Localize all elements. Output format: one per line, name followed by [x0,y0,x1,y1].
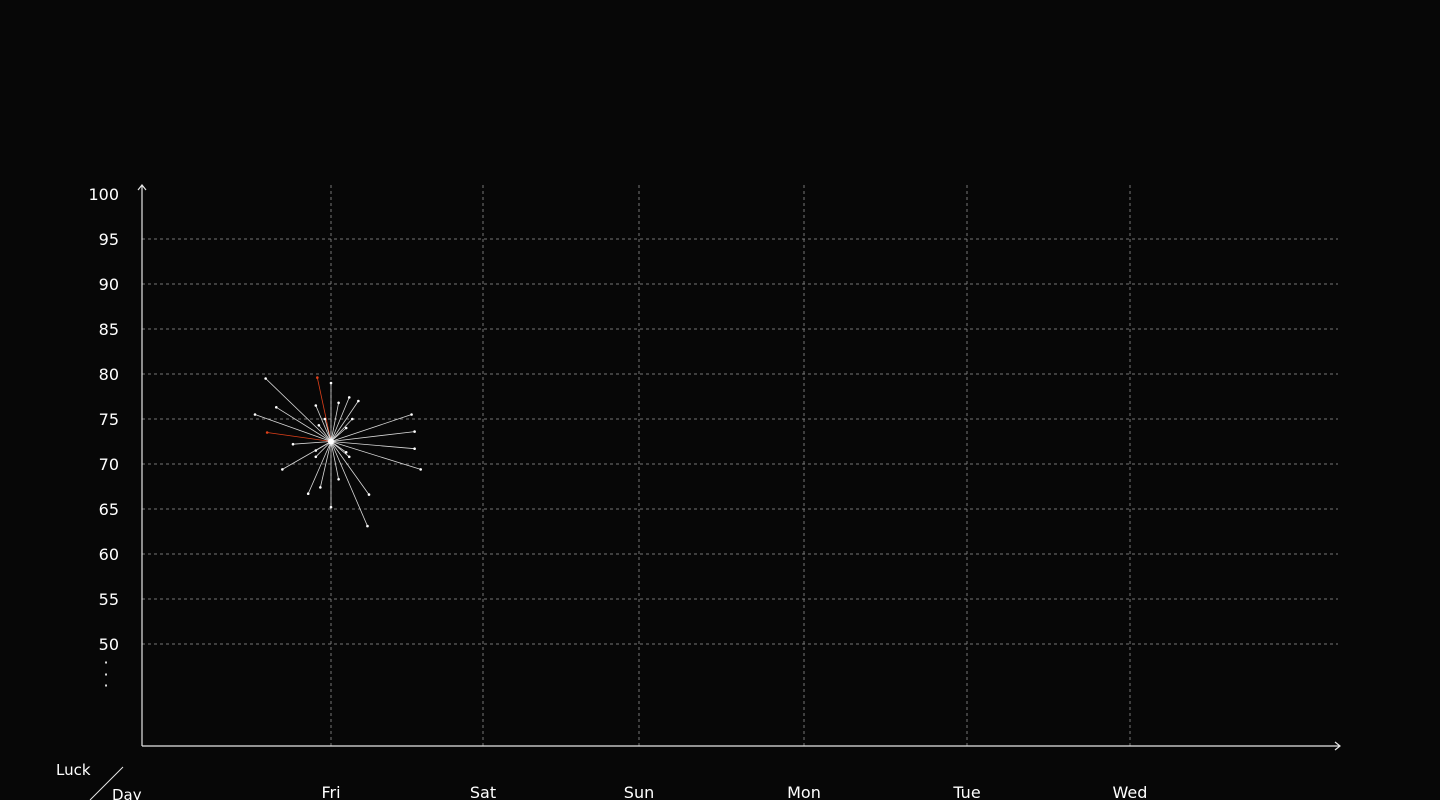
data-point-3 [329,381,333,385]
y-ellipsis-dot-1: · [103,653,108,672]
data-point-26 [319,486,322,489]
ray-11 [324,418,332,442]
axes [137,184,1341,751]
data-point-24 [419,468,422,471]
ray-18 [330,441,415,450]
ray-4 [276,406,332,442]
data-point-20 [344,451,348,454]
y-axis-ellipsis: ··· [103,653,108,695]
x-tick-label-tue: Tue [952,783,980,800]
data-point-4 [274,406,278,409]
y-tick-labels: 50 55 60 65 70 75 80 85 90 95 100 [88,185,119,654]
data-point-12 [350,417,354,421]
x-tick-label-sun: Sun [624,783,654,800]
x-axis-title: Day [112,786,142,800]
y-tick-label-50: 50 [99,635,119,654]
data-point-22 [347,455,351,459]
y-tick-label-75: 75 [99,410,119,429]
data-point-6 [337,401,340,405]
y-ellipsis-dot-2: · [103,665,108,684]
ray-25 [330,441,339,480]
data-point-13 [317,424,321,427]
ray-2 [316,377,332,442]
x-axis-arrow [1334,741,1341,751]
y-tick-label-80: 80 [99,365,119,384]
ray-24 [330,441,421,470]
ray-1 [265,378,332,442]
ray-8 [330,400,359,442]
y-axis-title: Luck [56,761,91,779]
y-ellipsis-dot-3: · [103,676,108,695]
data-point-25 [337,478,340,481]
ray-6 [330,402,339,442]
ray-7 [330,397,350,442]
data-point-5 [314,404,318,407]
y-tick-label-55: 55 [99,590,119,609]
ray-28 [330,441,370,495]
center-point [328,438,334,445]
data-point-19 [314,449,318,452]
y-tick-label-60: 60 [99,545,119,564]
x-tick-label-sat: Sat [470,783,496,800]
ray-23 [282,441,332,470]
data-point-18 [413,447,416,451]
data-point-21 [314,455,318,459]
data-point-30 [366,524,369,528]
ray-13 [318,425,332,442]
ray-30 [330,441,368,527]
ray-14 [330,427,347,442]
corner-divider [89,766,124,800]
y-axis-arrow [137,184,147,191]
ray-27 [307,441,332,494]
x-tick-label-fri: Fri [321,783,340,800]
y-tick-label-90: 90 [99,275,119,294]
ray-12 [330,418,353,442]
axis-corner: Luck Day [56,761,142,800]
y-tick-label-95: 95 [99,230,119,249]
ray-10 [330,414,412,442]
data-point-2 [316,376,319,379]
x-tick-label-wed: Wed [1113,783,1148,800]
ray-5 [315,405,332,442]
data-point-10 [410,413,413,416]
data-point-28 [367,493,371,496]
ray-16 [330,431,415,442]
data-point-17 [291,442,295,446]
data-points [253,376,422,528]
data-point-15 [265,431,269,434]
x-tick-labels: Fri Sat Sun Mon Tue Wed [321,783,1147,800]
y-tick-label-65: 65 [99,500,119,519]
data-point-29 [329,505,333,509]
data-point-11 [323,417,327,421]
ray-26 [319,441,332,488]
data-point-7 [347,396,351,399]
ray-22 [330,441,350,458]
data-point-1 [264,377,267,380]
ray-21 [315,441,332,458]
ray-17 [292,441,332,445]
x-tick-label-mon: Mon [787,783,821,800]
grid [142,185,1338,746]
data-point-8 [357,399,360,403]
ray-9 [254,414,332,442]
data-point-27 [306,492,310,496]
y-tick-label-85: 85 [99,320,119,339]
data-point-23 [281,468,284,471]
data-point-9 [253,413,257,416]
data-rays [254,377,421,527]
y-tick-label-70: 70 [99,455,119,474]
ray-15 [267,432,332,442]
y-tick-label-100: 100 [88,185,119,204]
data-point-14 [344,426,348,430]
data-point-16 [413,430,416,433]
